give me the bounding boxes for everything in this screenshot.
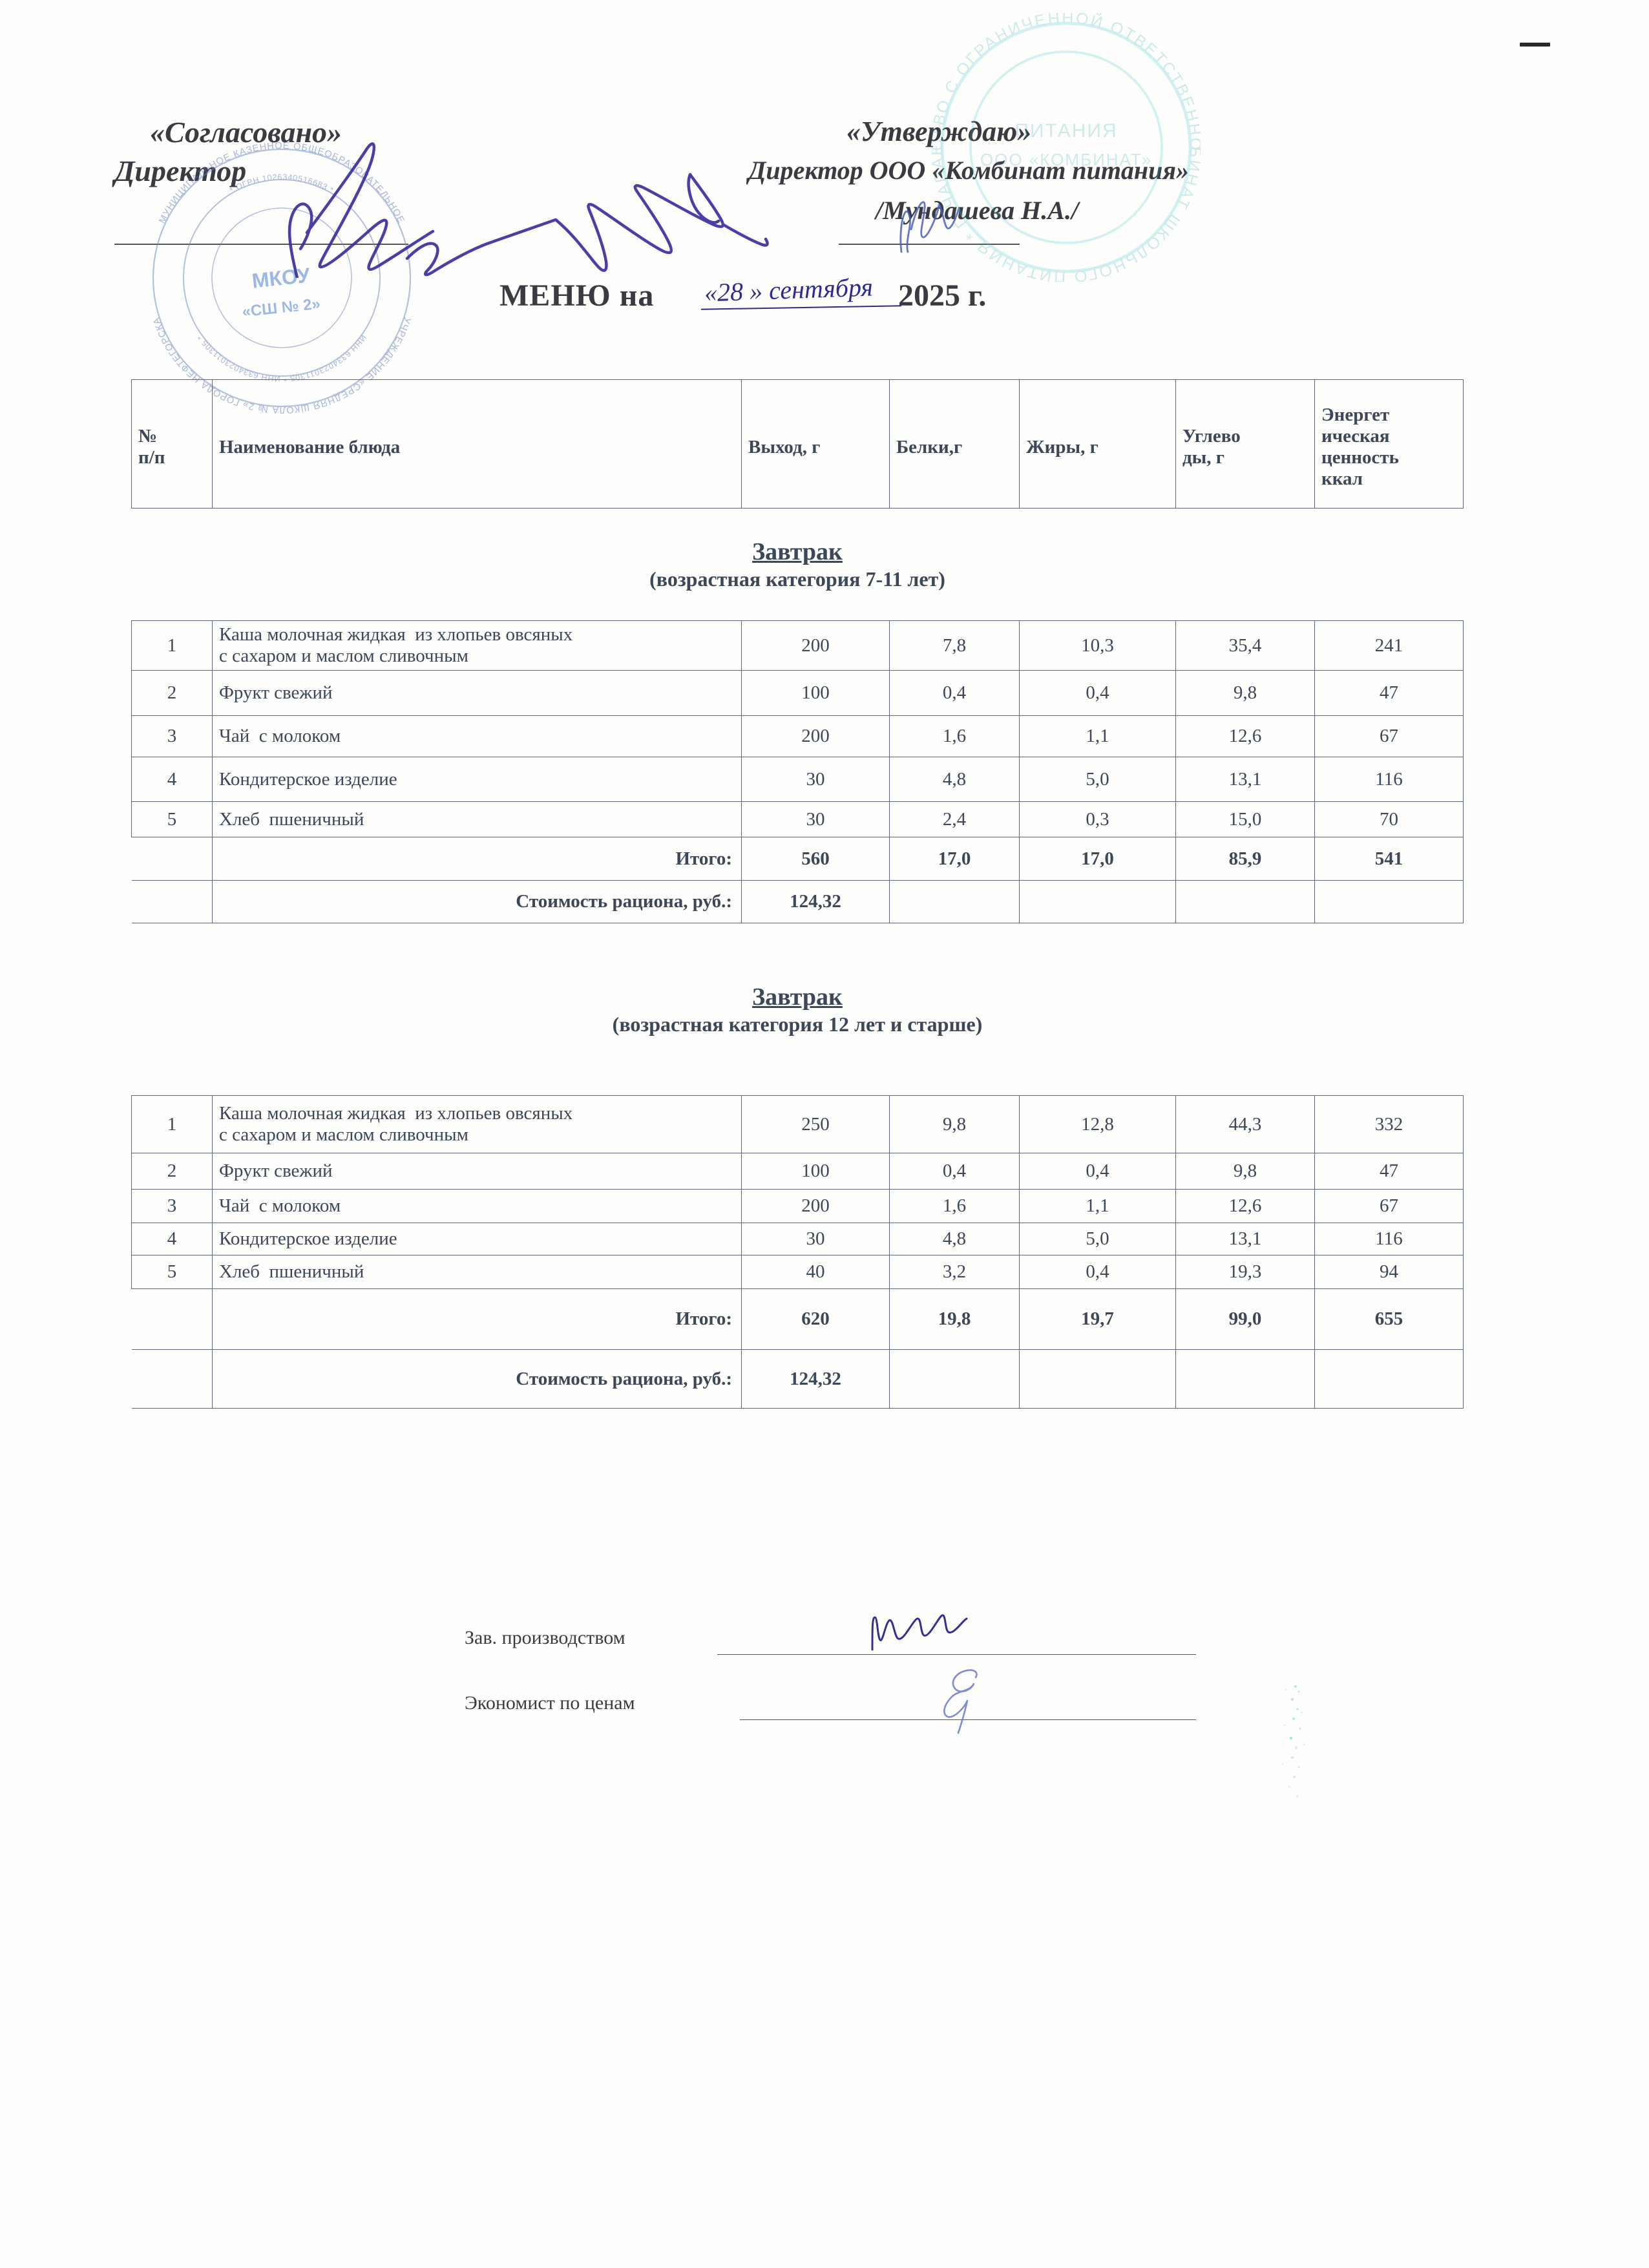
svg-text:ИНН 6334023011305 * ИНН 633402: ИНН 6334023011305 * ИНН 6334023011305 *	[196, 333, 368, 383]
svg-text:ООО «КОМБИНАТ»: ООО «КОМБИНАТ»	[980, 150, 1152, 169]
svg-text:«СШ № 2»: «СШ № 2»	[241, 295, 321, 321]
svg-text:ПИТАНИЯ: ПИТАНИЯ	[1014, 120, 1117, 142]
